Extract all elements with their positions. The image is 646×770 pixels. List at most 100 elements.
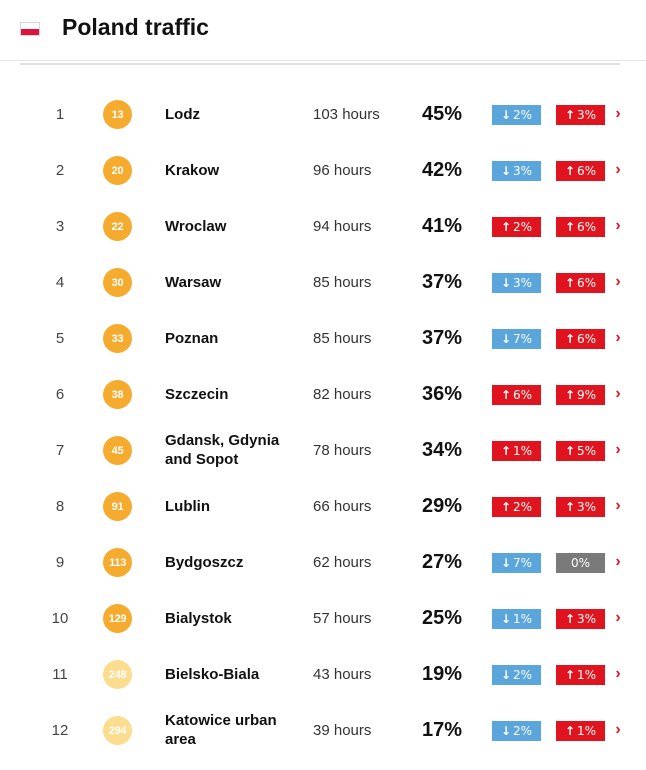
change-value: 7%: [513, 556, 533, 570]
chevron-right-icon[interactable]: ›: [615, 441, 621, 458]
arrow-down-icon: ↓: [500, 724, 511, 738]
change-badge-2: ↑ 3%: [556, 105, 605, 125]
city-name: Warsaw: [165, 273, 222, 291]
change-badge-1: ↓ 2%: [492, 721, 541, 741]
chevron-right-icon[interactable]: ›: [615, 721, 621, 738]
chevron-right-icon[interactable]: ›: [615, 273, 621, 290]
change-value: 3%: [513, 276, 533, 290]
change-badge-1: ↓ 1%: [492, 609, 541, 629]
arrow-up-icon: ↑: [564, 220, 575, 234]
change-value: 0%: [570, 556, 591, 570]
rank-number: 3: [55, 217, 65, 235]
city-row[interactable]: 1 13 Lodz 103 hours 45% ↓ 2% ↑ 3% ›: [0, 86, 646, 142]
time-lost-hours: 103 hours: [313, 105, 380, 123]
arrow-down-icon: ↓: [500, 556, 511, 570]
chevron-right-icon[interactable]: ›: [615, 329, 621, 346]
arrow-down-icon: ↓: [500, 612, 511, 626]
city-row[interactable]: 4 30 Warsaw 85 hours 37% ↓ 3% ↑ 6% ›: [0, 254, 646, 310]
change-badge-1: ↓ 3%: [492, 161, 541, 181]
chevron-right-icon[interactable]: ›: [615, 105, 621, 122]
chevron-right-icon[interactable]: ›: [615, 217, 621, 234]
congestion-level: 29%: [421, 494, 462, 517]
city-row[interactable]: 9 113 Bydgoszcz 62 hours 27% ↓ 7% 0% ›: [0, 534, 646, 590]
city-row[interactable]: 8 91 Lublin 66 hours 29% ↑ 2% ↑ 3% ›: [0, 478, 646, 534]
change-badge-1: ↑ 2%: [492, 217, 541, 237]
chevron-right-icon[interactable]: ›: [615, 161, 621, 178]
city-name: Wroclaw: [165, 217, 227, 235]
change-value: 3%: [513, 164, 533, 178]
change-badge-1: ↓ 2%: [492, 105, 541, 125]
change-value: 9%: [577, 388, 597, 402]
city-row[interactable]: 5 33 Poznan 85 hours 37% ↓ 7% ↑ 6% ›: [0, 310, 646, 366]
congestion-level: 27%: [421, 550, 462, 573]
arrow-up-icon: ↑: [500, 388, 511, 402]
city-ranking-list: 1 13 Lodz 103 hours 45% ↓ 2% ↑ 3% › 2 20 Krakow 96 ho…: [0, 86, 646, 758]
city-row[interactable]: 10 129 Bialystok 57 hours 25% ↓ 1% ↑ 3% ›: [0, 590, 646, 646]
arrow-up-icon: ↑: [500, 500, 511, 514]
congestion-level: 37%: [421, 326, 462, 349]
change-value: 6%: [577, 164, 597, 178]
change-value: 1%: [513, 612, 533, 626]
change-value: 3%: [577, 500, 597, 514]
change-value: 1%: [577, 724, 597, 738]
arrow-up-icon: ↑: [564, 724, 575, 738]
city-row[interactable]: 2 20 Krakow 96 hours 42% ↓ 3% ↑ 6% ›: [0, 142, 646, 198]
change-value: 2%: [513, 724, 533, 738]
change-value: 6%: [577, 220, 597, 234]
city-row[interactable]: 3 22 Wroclaw 94 hours 41% ↑ 2% ↑ 6% ›: [0, 198, 646, 254]
city-row[interactable]: 7 45 Gdansk, Gdynia and Sopot 78 hours 34% ↑ 1…: [0, 422, 646, 478]
congestion-level: 37%: [421, 270, 462, 293]
time-lost-hours: 82 hours: [313, 385, 372, 403]
change-badge-1: ↓ 3%: [492, 273, 541, 293]
congestion-level: 41%: [421, 214, 462, 237]
rank-number: 8: [55, 497, 65, 515]
rank-number: 10: [51, 609, 69, 627]
chevron-right-icon[interactable]: ›: [615, 609, 621, 626]
arrow-down-icon: ↓: [500, 276, 511, 290]
city-name: Gdansk, Gdynia and Sopot: [165, 432, 280, 468]
world-rank-badge: 20: [103, 156, 132, 185]
page-header: Poland traffic: [0, 0, 646, 61]
chevron-right-icon[interactable]: ›: [615, 385, 621, 402]
congestion-level: 42%: [421, 158, 462, 181]
change-value: 2%: [513, 500, 533, 514]
world-rank-badge: 248: [103, 660, 132, 689]
city-row[interactable]: 12 294 Katowice urban area 39 hours 17% ↓ 2% ↑ 1…: [0, 702, 646, 758]
chevron-right-icon[interactable]: ›: [615, 665, 621, 682]
city-name: Szczecin: [165, 385, 229, 403]
change-badge-2: ↑ 1%: [556, 721, 605, 741]
time-lost-hours: 78 hours: [313, 441, 372, 459]
congestion-level: 17%: [421, 718, 462, 741]
change-value: 5%: [577, 444, 597, 458]
change-value: 6%: [577, 276, 597, 290]
arrow-down-icon: ↓: [500, 164, 511, 178]
change-badge-2: ↑ 6%: [556, 161, 605, 181]
congestion-level: 36%: [421, 382, 462, 405]
change-badge-2: ↑ 5%: [556, 441, 605, 461]
world-rank-badge: 22: [103, 212, 132, 241]
city-row[interactable]: 11 248 Bielsko-Biala 43 hours 19% ↓ 2% ↑ 1% ›: [0, 646, 646, 702]
city-name: Bielsko-Biala: [165, 665, 260, 683]
rank-number: 6: [55, 385, 65, 403]
city-row[interactable]: 6 38 Szczecin 82 hours 36% ↑ 6% ↑ 9% ›: [0, 366, 646, 422]
rank-number: 4: [55, 273, 65, 291]
poland-flag-icon: [20, 22, 40, 36]
world-rank-badge: 129: [103, 604, 132, 633]
time-lost-hours: 66 hours: [313, 497, 372, 515]
chevron-right-icon[interactable]: ›: [615, 553, 621, 570]
rank-number: 2: [55, 161, 65, 179]
change-value: 1%: [577, 668, 597, 682]
world-rank-badge: 91: [103, 492, 132, 521]
rank-number: 12: [51, 721, 69, 739]
time-lost-hours: 85 hours: [313, 273, 372, 291]
change-badge-2: ↑ 3%: [556, 609, 605, 629]
rank-number: 9: [55, 553, 65, 571]
chevron-right-icon[interactable]: ›: [615, 497, 621, 514]
congestion-level: 45%: [421, 102, 462, 125]
change-badge-2: 0%: [556, 553, 605, 573]
city-name: Poznan: [165, 329, 219, 347]
time-lost-hours: 62 hours: [313, 553, 372, 571]
arrow-up-icon: ↑: [564, 108, 575, 122]
divider: [20, 63, 620, 65]
change-badge-1: ↑ 6%: [492, 385, 541, 405]
